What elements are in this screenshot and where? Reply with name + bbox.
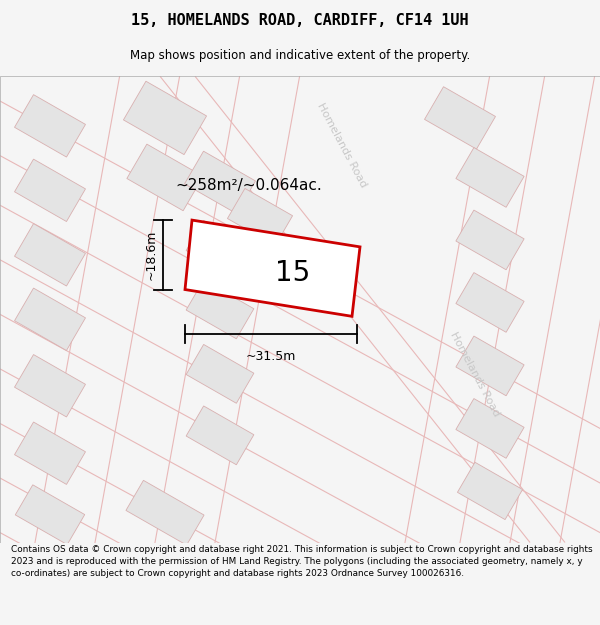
Polygon shape — [14, 288, 85, 351]
Polygon shape — [186, 280, 254, 339]
Text: ~31.5m: ~31.5m — [246, 350, 296, 363]
Polygon shape — [456, 336, 524, 396]
Text: Contains OS data © Crown copyright and database right 2021. This information is : Contains OS data © Crown copyright and d… — [11, 545, 592, 578]
Polygon shape — [14, 159, 85, 221]
Polygon shape — [456, 399, 524, 458]
Polygon shape — [185, 151, 256, 214]
Polygon shape — [185, 220, 360, 316]
Text: Map shows position and indicative extent of the property.: Map shows position and indicative extent… — [130, 49, 470, 62]
Text: ~258m²/~0.064ac.: ~258m²/~0.064ac. — [175, 178, 322, 193]
Text: 15, HOMELANDS ROAD, CARDIFF, CF14 1UH: 15, HOMELANDS ROAD, CARDIFF, CF14 1UH — [131, 13, 469, 28]
Polygon shape — [227, 189, 293, 246]
Polygon shape — [127, 144, 203, 211]
Text: ~18.6m: ~18.6m — [145, 229, 158, 280]
Text: Homelands Road: Homelands Road — [316, 102, 368, 190]
Text: 15: 15 — [275, 259, 310, 287]
Polygon shape — [186, 406, 254, 465]
Polygon shape — [14, 94, 85, 157]
Polygon shape — [456, 272, 524, 332]
Polygon shape — [425, 87, 496, 149]
Polygon shape — [15, 485, 85, 544]
Polygon shape — [186, 221, 254, 279]
Polygon shape — [126, 481, 204, 545]
Polygon shape — [14, 224, 85, 286]
Polygon shape — [14, 354, 85, 417]
Text: Homelands Road: Homelands Road — [448, 330, 502, 418]
Polygon shape — [14, 422, 85, 484]
Polygon shape — [456, 210, 524, 270]
Polygon shape — [457, 462, 523, 519]
Polygon shape — [456, 148, 524, 208]
Polygon shape — [124, 81, 206, 154]
Polygon shape — [186, 344, 254, 403]
